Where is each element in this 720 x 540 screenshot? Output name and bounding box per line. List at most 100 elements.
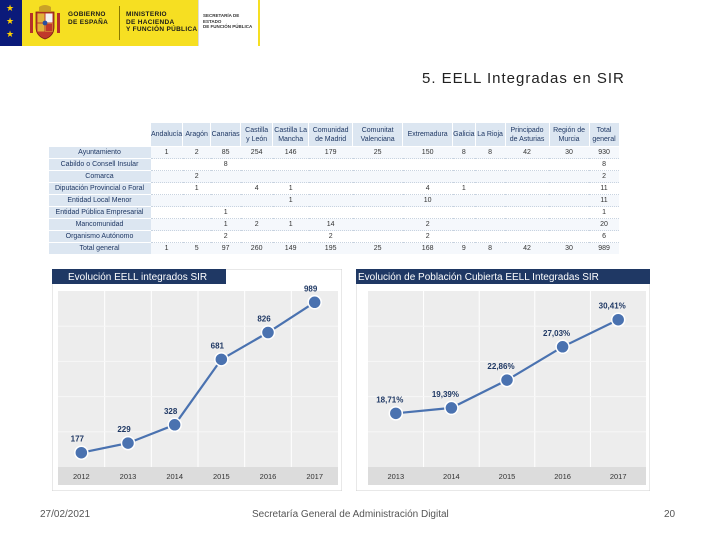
data-label: 328 <box>164 407 178 416</box>
table-cell <box>308 170 353 183</box>
column-header: Castilla La Mancha <box>272 122 310 147</box>
coat-of-arms-icon <box>30 5 60 40</box>
gobierno-text: GOBIERNO DE ESPAÑA <box>68 11 108 26</box>
table-cell <box>475 158 506 171</box>
x-tick-label: 2016 <box>260 472 277 481</box>
column-header: Andalucía <box>149 122 184 147</box>
table-cell <box>452 158 476 171</box>
table-cell <box>150 158 183 171</box>
table-cell <box>150 230 183 243</box>
table-cell: 1 <box>272 182 309 195</box>
ministerio-line: Y FUNCIÓN PÚBLICA <box>126 26 198 33</box>
table-cell: 1 <box>210 218 241 231</box>
gobierno-line: DE ESPAÑA <box>68 18 109 26</box>
x-axis-band <box>368 467 646 485</box>
chart-title-band <box>356 269 650 284</box>
column-header: Extremadura <box>402 122 454 147</box>
column-header-line: Comunidad <box>312 126 349 134</box>
table-cell: 930 <box>589 146 620 159</box>
table-cell <box>402 170 453 183</box>
table-cell: 8 <box>589 158 620 171</box>
data-label: 22,86% <box>487 362 514 371</box>
data-point <box>388 406 404 421</box>
gobierno-line: GOBIERNO <box>68 11 106 18</box>
table-cell: 8 <box>475 146 506 159</box>
table-cell <box>549 194 590 207</box>
column-header-line: y León <box>246 135 268 143</box>
header-bar: ★ ★ ★ GOBIERNO DE ESPAÑA MINISTERIO DE H… <box>0 0 720 46</box>
table-cell: 6 <box>589 230 620 243</box>
table-row: Entidad Local Menor 1 10 11 <box>48 194 620 207</box>
table-cell <box>549 206 590 219</box>
row-label: Organismo Autónomo <box>48 230 151 243</box>
table-corner <box>48 122 151 147</box>
x-tick-label: 2013 <box>120 472 137 481</box>
data-point <box>167 417 182 433</box>
table-cell <box>352 218 403 231</box>
table-cell: 2 <box>402 230 453 243</box>
table-cell: 42 <box>505 242 550 254</box>
table-cell <box>402 206 453 219</box>
table-cell: 195 <box>308 242 353 254</box>
table-cell: 260 <box>240 242 273 254</box>
table-cell <box>210 170 241 183</box>
x-tick-label: 2014 <box>166 472 183 481</box>
table-cell <box>182 158 211 171</box>
series-line <box>81 301 316 454</box>
table-cell: 8 <box>452 146 476 159</box>
table-cell <box>150 182 183 195</box>
table-cell: 85 <box>210 146 241 159</box>
table-cell: 97 <box>210 242 241 254</box>
table-cell: 5 <box>182 242 211 254</box>
table-cell <box>352 182 403 195</box>
column-header: Total general <box>588 122 620 147</box>
secretaria-line: SECRETARÍA DE ESTADO <box>203 13 240 24</box>
table-cell: 2 <box>182 170 211 183</box>
table-cell: 1 <box>272 194 309 207</box>
x-tick-label: 2012 <box>73 472 90 481</box>
table-cell <box>475 230 506 243</box>
footer-date: 27/02/2021 <box>40 509 91 520</box>
data-point <box>444 400 459 416</box>
data-point <box>120 435 136 451</box>
data-point <box>499 372 515 388</box>
table-cell: 2 <box>210 230 241 243</box>
secretaria-line: DE FUNCIÓN PÚBLICA <box>203 24 253 29</box>
data-label: 826 <box>257 314 271 323</box>
table-cell: 149 <box>272 242 309 254</box>
table-cell <box>475 170 506 183</box>
eell-table: Andalucía Aragón Canarias Castilla y León Cas… <box>48 122 620 254</box>
table-cell <box>505 182 550 195</box>
slide-title: 5. EELL Integradas en SIR <box>422 70 625 87</box>
table-row: Diputación Provincial o Foral 1 4 1 4 1 11 <box>48 182 620 195</box>
chart-title-band <box>52 269 226 284</box>
table-cell <box>272 170 309 183</box>
table-cell <box>240 194 273 207</box>
table-cell <box>352 206 403 219</box>
table-cell <box>475 194 506 207</box>
x-tick-label: 2013 <box>387 472 404 481</box>
x-tick-label: 2017 <box>306 472 323 481</box>
data-point <box>74 445 89 460</box>
x-tick-label: 2014 <box>443 472 460 481</box>
table-cell: 1 <box>589 206 620 219</box>
row-label: Mancomunidad <box>48 218 151 231</box>
table-cell <box>505 170 550 183</box>
column-header-line: Castilla <box>245 126 269 134</box>
column-header: Comunidad de Madrid <box>308 122 354 147</box>
eell-evolution-chart: Evolución EELL integrados SIR 177 2012 229 2… <box>52 269 342 491</box>
footer-center: Secretaría General de Administración Dig… <box>252 509 449 520</box>
table-cell: 25 <box>352 242 403 254</box>
table-cell: 1 <box>150 242 183 254</box>
row-label: Entidad Pública Empresarial <box>48 206 151 219</box>
table-cell <box>505 230 550 243</box>
data-label: 229 <box>117 425 131 434</box>
x-axis-band <box>58 467 338 485</box>
table-cell: 10 <box>402 194 453 207</box>
table-cell: 1 <box>272 218 309 231</box>
table-cell <box>549 182 590 195</box>
table-cell: 4 <box>240 182 273 195</box>
column-header-line: Extremadura <box>407 131 448 138</box>
table-cell <box>182 230 211 243</box>
data-label: 30,41% <box>599 302 626 311</box>
